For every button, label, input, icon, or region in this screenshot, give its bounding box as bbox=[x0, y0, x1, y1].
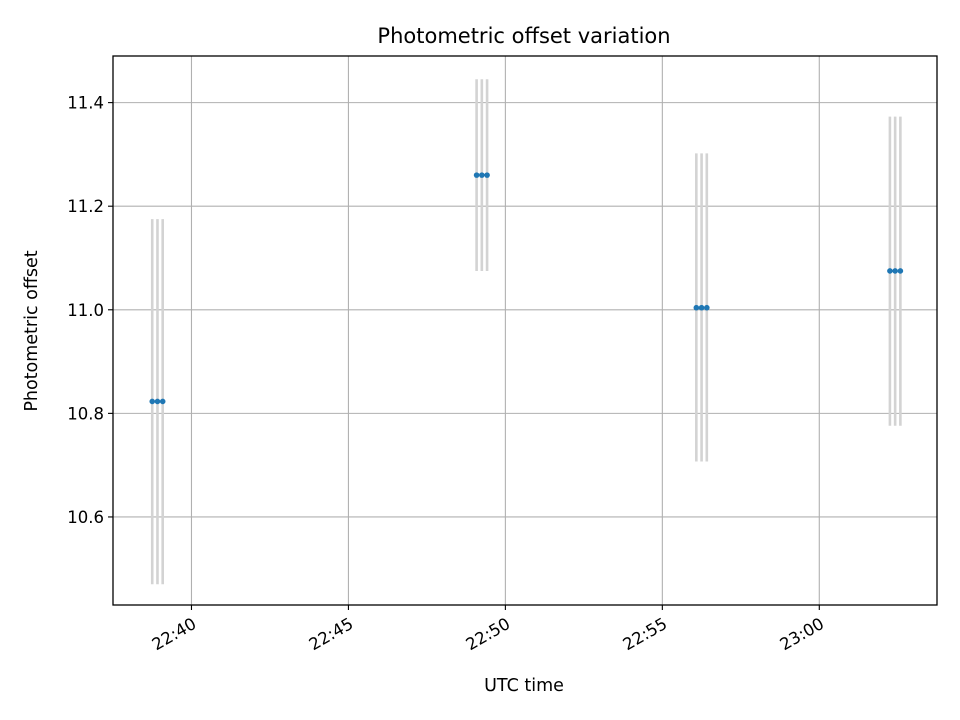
data-point bbox=[473, 172, 480, 178]
y-tick-label: 10.6 bbox=[67, 508, 104, 527]
data-points bbox=[149, 172, 904, 405]
y-tick-label: 11.2 bbox=[67, 197, 104, 216]
data-point bbox=[479, 172, 485, 178]
chart-title: Photometric offset variation bbox=[377, 24, 670, 48]
y-tick-label: 11.0 bbox=[67, 301, 104, 320]
grid-lines bbox=[113, 56, 937, 605]
data-point bbox=[698, 304, 705, 311]
plot-frame bbox=[112, 55, 938, 606]
data-point bbox=[897, 268, 904, 274]
data-point bbox=[704, 304, 710, 311]
data-point bbox=[887, 268, 893, 274]
data-point bbox=[159, 398, 166, 405]
y-tick-label: 11.4 bbox=[67, 94, 104, 113]
data-point bbox=[693, 304, 700, 311]
x-axis-label: UTC time bbox=[484, 676, 564, 696]
data-point bbox=[892, 268, 898, 274]
y-axis-label: Photometric offset bbox=[22, 250, 42, 411]
y-tick-label: 10.8 bbox=[67, 404, 104, 423]
data-point bbox=[149, 398, 156, 405]
data-point bbox=[154, 398, 161, 405]
data-point bbox=[484, 172, 490, 178]
y-axis-ticks: 10.6 10.8 11.0 11.2 11.4 bbox=[67, 94, 113, 527]
